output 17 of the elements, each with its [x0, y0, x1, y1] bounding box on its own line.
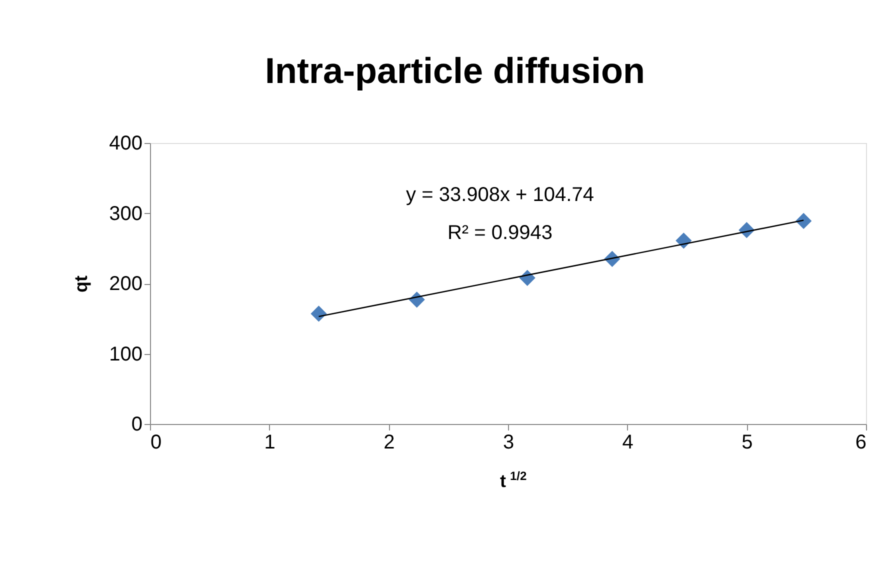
x-tick-label: 1: [264, 432, 276, 454]
y-tick-label: 400: [109, 132, 142, 154]
x-axis-title: t 1/2: [500, 469, 528, 491]
x-tick-label: 4: [622, 432, 634, 454]
y-tick-label: 300: [109, 202, 142, 225]
y-axis-title: qt: [71, 276, 92, 292]
chart-title: Intra-particle diffusion: [264, 50, 646, 91]
annotation: y = 33.908x + 104.74: [406, 184, 594, 206]
x-tick-label: 5: [742, 432, 753, 454]
y-tick-label: 0: [131, 414, 142, 436]
x-tick-label: 3: [502, 432, 514, 454]
x-tick-label: 6: [855, 432, 866, 454]
x-tick-label: 2: [384, 432, 395, 454]
x-tick-label: 0: [150, 432, 162, 454]
y-tick-label: 200: [109, 273, 142, 295]
annotation: R² = 0.9943: [447, 222, 553, 244]
y-tick-label: 100: [109, 343, 142, 366]
